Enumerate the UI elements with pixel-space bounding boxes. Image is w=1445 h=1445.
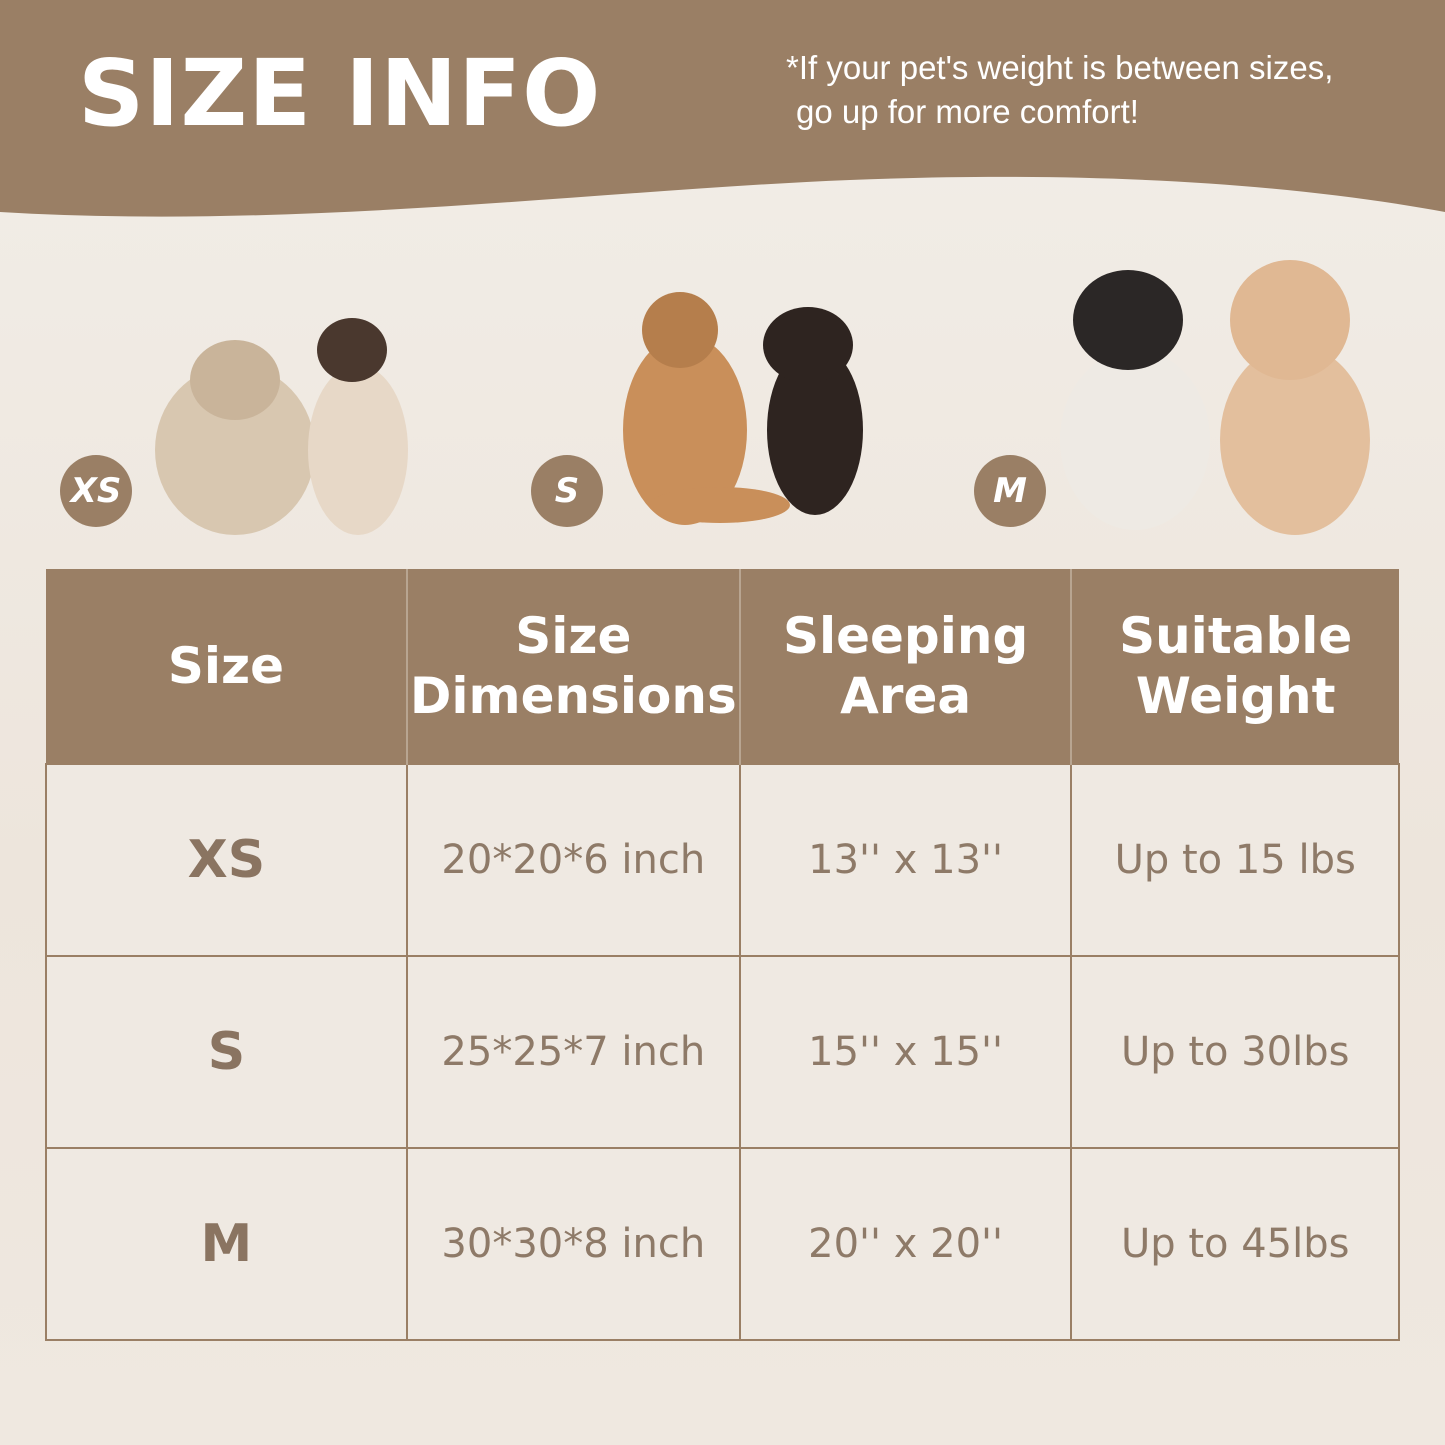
french-bulldog-image <box>1060 270 1210 530</box>
size-badge-s: S <box>531 455 603 527</box>
note-line-2: go up for more comfort! <box>796 93 1139 130</box>
header-size: Size <box>46 569 408 764</box>
poodle-image <box>1220 260 1370 535</box>
table-row: M 30*30*8 inch 20'' x 20'' Up to 45lbs <box>45 1147 1400 1341</box>
size-badge-xs: XS <box>60 455 132 527</box>
cell-size: M <box>45 1147 408 1341</box>
cell-weight: Up to 15 lbs <box>1070 763 1400 957</box>
sizing-note: *If your pet's weight is between sizes, … <box>786 46 1333 134</box>
cell-size: XS <box>45 763 408 957</box>
header-dimensions: Size Dimensions <box>406 569 741 764</box>
dachshund-image <box>763 307 863 515</box>
cell-size: S <box>45 955 408 1149</box>
table-row: XS 20*20*6 inch 13'' x 13'' Up to 15 lbs <box>45 763 1400 957</box>
persian-cat-image <box>155 340 315 535</box>
cell-dimensions: 30*30*8 inch <box>405 1147 741 1341</box>
cell-sleeping-area: 20'' x 20'' <box>738 1147 1073 1341</box>
header-sleeping-area: Sleeping Area <box>739 569 1073 764</box>
page-title: SIZE INFO <box>78 40 602 147</box>
header-band <box>0 0 1445 217</box>
size-table: Size Size Dimensions Sleeping Area Suitabl… <box>45 569 1400 1341</box>
cell-weight: Up to 45lbs <box>1070 1147 1400 1341</box>
note-line-1: *If your pet's weight is between sizes, <box>786 49 1334 86</box>
maine-coon-image <box>623 292 790 525</box>
cell-sleeping-area: 15'' x 15'' <box>738 955 1073 1149</box>
cell-dimensions: 20*20*6 inch <box>405 763 741 957</box>
siamese-cat-image <box>308 318 408 535</box>
table-header-row: Size Size Dimensions Sleeping Area Suitabl… <box>46 569 1399 764</box>
cell-dimensions: 25*25*7 inch <box>405 955 741 1149</box>
cell-weight: Up to 30lbs <box>1070 955 1400 1149</box>
pet-images <box>155 260 1370 535</box>
header-weight: Suitable Weight <box>1071 569 1399 764</box>
size-badge-m: M <box>974 455 1046 527</box>
table-row: S 25*25*7 inch 15'' x 15'' Up to 30lbs <box>45 955 1400 1149</box>
cell-sleeping-area: 13'' x 13'' <box>738 763 1073 957</box>
